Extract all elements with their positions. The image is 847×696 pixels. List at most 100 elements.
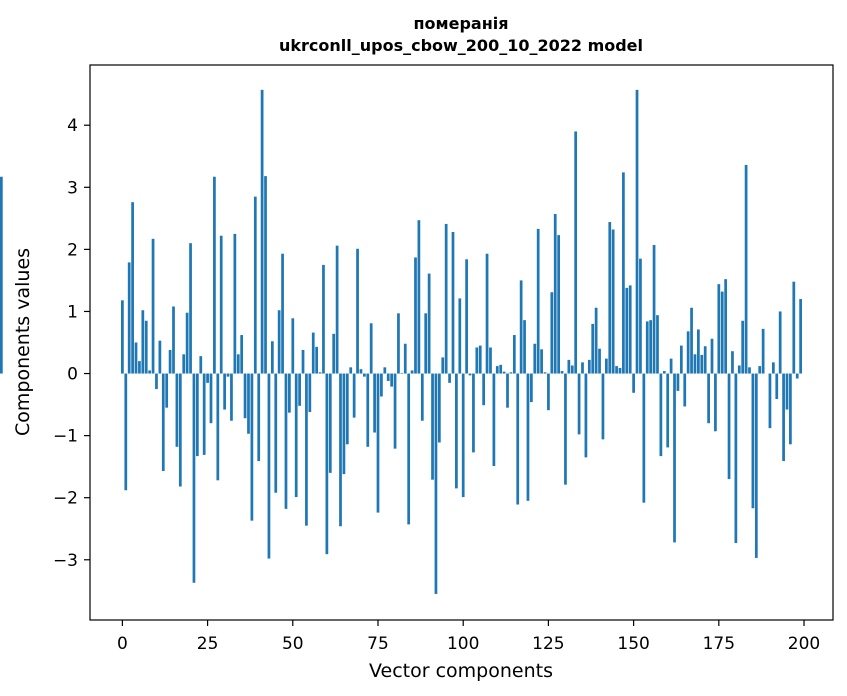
bar bbox=[577, 373, 581, 435]
bar bbox=[622, 172, 625, 374]
bar bbox=[380, 373, 383, 397]
bar bbox=[213, 176, 216, 374]
bar bbox=[400, 372, 404, 374]
bar bbox=[489, 347, 492, 374]
bar bbox=[144, 320, 148, 374]
bar bbox=[178, 373, 182, 487]
bar bbox=[260, 89, 264, 374]
bar bbox=[530, 373, 533, 403]
bar bbox=[182, 354, 186, 374]
bar bbox=[744, 164, 748, 374]
bar bbox=[795, 373, 799, 379]
bar bbox=[247, 373, 250, 434]
bar bbox=[468, 373, 472, 376]
bar bbox=[714, 373, 717, 432]
bar bbox=[625, 287, 629, 374]
bar bbox=[679, 345, 683, 374]
bar bbox=[403, 343, 407, 374]
bar bbox=[516, 373, 520, 505]
bar bbox=[635, 89, 639, 374]
bar bbox=[216, 373, 220, 481]
bar bbox=[707, 373, 710, 424]
bar bbox=[325, 373, 329, 555]
bar bbox=[253, 196, 257, 374]
bar bbox=[298, 373, 301, 406]
bar bbox=[393, 373, 397, 449]
plot-frame bbox=[89, 64, 834, 621]
bar bbox=[155, 373, 158, 390]
bar bbox=[676, 373, 680, 391]
bar bbox=[233, 233, 237, 374]
bar bbox=[598, 348, 601, 374]
bar bbox=[335, 245, 339, 374]
bar bbox=[434, 373, 438, 594]
bar bbox=[710, 338, 714, 374]
bar bbox=[243, 373, 247, 419]
bar bbox=[683, 373, 687, 407]
bar bbox=[230, 373, 233, 421]
bar bbox=[223, 373, 226, 410]
bar bbox=[778, 311, 782, 374]
y-tick-label: 0 bbox=[67, 365, 78, 385]
bar bbox=[291, 318, 295, 374]
bar bbox=[185, 312, 189, 374]
bar bbox=[737, 365, 741, 374]
y-tick-label: −3 bbox=[53, 551, 78, 571]
bar bbox=[594, 307, 598, 374]
bar bbox=[741, 320, 745, 374]
bar bbox=[628, 285, 632, 374]
bar bbox=[693, 354, 697, 374]
bar bbox=[294, 373, 298, 498]
bar bbox=[264, 176, 267, 374]
bar bbox=[376, 373, 380, 513]
bar bbox=[288, 373, 291, 413]
bar bbox=[148, 370, 152, 374]
bar bbox=[642, 373, 646, 503]
bar bbox=[550, 292, 554, 374]
bar bbox=[257, 373, 261, 462]
bar bbox=[615, 366, 618, 374]
bar bbox=[141, 310, 145, 374]
bar bbox=[363, 373, 366, 377]
bar bbox=[656, 315, 659, 374]
bar bbox=[543, 372, 547, 374]
bar bbox=[138, 361, 141, 374]
bar bbox=[700, 354, 704, 374]
bar bbox=[523, 320, 526, 374]
bar bbox=[485, 253, 489, 374]
x-tick-label: 0 bbox=[117, 634, 128, 654]
bar bbox=[519, 280, 523, 374]
bar bbox=[284, 373, 288, 509]
bar bbox=[632, 373, 635, 393]
bar bbox=[727, 373, 731, 480]
bar bbox=[359, 369, 363, 374]
x-tick-label: 100 bbox=[447, 634, 479, 654]
bar bbox=[437, 373, 441, 443]
bar bbox=[390, 373, 393, 387]
bar bbox=[536, 228, 540, 374]
bar bbox=[345, 373, 349, 445]
bar bbox=[158, 340, 162, 374]
bar bbox=[581, 362, 584, 374]
bar bbox=[342, 373, 346, 475]
bar bbox=[673, 373, 676, 543]
bar bbox=[414, 257, 417, 374]
bar bbox=[444, 223, 448, 374]
bar bbox=[564, 373, 567, 485]
bar bbox=[151, 238, 155, 374]
bar bbox=[754, 373, 758, 558]
bar bbox=[274, 373, 278, 493]
bar bbox=[420, 373, 424, 421]
bar bbox=[332, 333, 336, 374]
bar bbox=[662, 371, 666, 374]
bar bbox=[397, 313, 400, 374]
bar bbox=[512, 335, 516, 374]
bar bbox=[495, 366, 499, 374]
bar bbox=[424, 313, 428, 374]
bar bbox=[611, 229, 615, 374]
bar bbox=[690, 307, 693, 374]
bar bbox=[782, 373, 785, 462]
bar bbox=[472, 373, 475, 453]
bar bbox=[608, 222, 612, 374]
